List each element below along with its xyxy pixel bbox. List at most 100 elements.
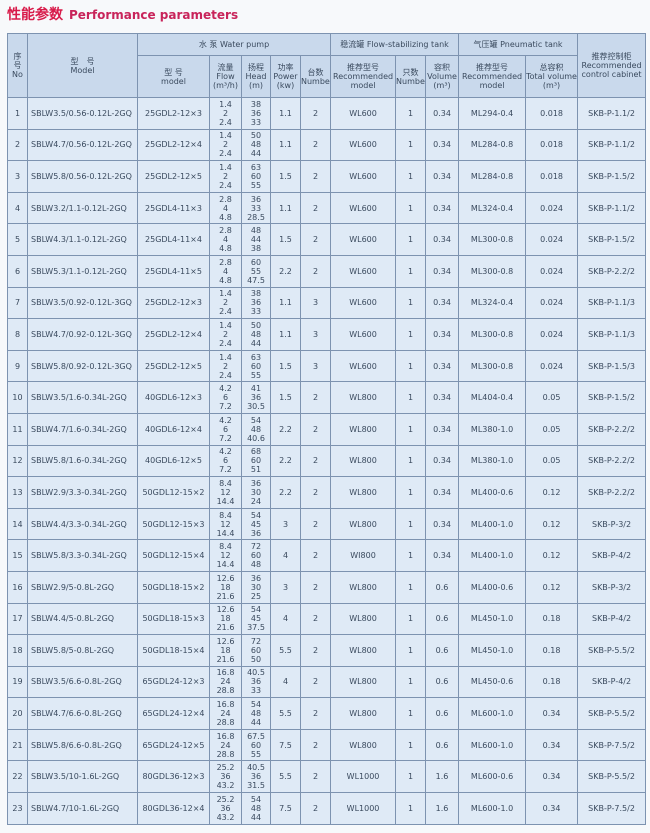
cell-line: 25.2 bbox=[216, 794, 235, 804]
cell: 38 36 33 bbox=[241, 97, 271, 130]
cell: 1 bbox=[395, 97, 427, 130]
cell: SKB-P-1.5/2 bbox=[577, 223, 647, 256]
cell: 2 bbox=[299, 476, 332, 509]
cell: 1.1 bbox=[270, 191, 301, 225]
cell-line: 4.2 bbox=[219, 447, 232, 457]
cell: 1.4 2 2.4 bbox=[209, 97, 242, 130]
cell: SBLW3.5/0.92-0.12L-3GQ bbox=[27, 286, 138, 320]
data-row: 15 SBLW5.8/3.3-0.34L-2GQ 50GDL12-15×4 8.4 12… bbox=[7, 539, 647, 572]
cell: 54 45 37.5 bbox=[241, 602, 271, 636]
cell: 1.5 bbox=[270, 223, 301, 256]
cell: 40.5 36 31.5 bbox=[241, 760, 271, 794]
cell: 0.34 bbox=[525, 728, 579, 762]
cell: SBLW3.5/10-1.6L-2GQ bbox=[27, 760, 138, 794]
cell: SKB-P-1.1/2 bbox=[577, 97, 647, 130]
cell: 7.5 bbox=[270, 792, 301, 825]
cell: 2 bbox=[7, 128, 28, 162]
cell: 63 60 55 bbox=[241, 349, 271, 383]
cell-line: 63 bbox=[250, 162, 262, 172]
data-row: 4 SBLW3.2/1.1-0.12L-2GQ 25GDL4-11×3 2.8 4 4.8… bbox=[7, 191, 647, 225]
cell-line: 12 bbox=[220, 551, 231, 561]
header-text: Number bbox=[301, 76, 331, 86]
cell-line: 48 bbox=[250, 424, 262, 434]
cell-line: 36 bbox=[250, 478, 262, 488]
cell: 36 30 24 bbox=[241, 476, 271, 509]
cell: SBLW4.7/10-1.6L-2GQ bbox=[27, 792, 138, 825]
cell: SKB-P-2.2/2 bbox=[577, 444, 647, 478]
cell: 2 bbox=[299, 97, 332, 130]
cell: 2 bbox=[299, 602, 332, 636]
cell: 0.34 bbox=[425, 191, 460, 225]
cell: 54 48 44 bbox=[241, 697, 271, 730]
cell: SKB-P-1.1/3 bbox=[577, 318, 647, 351]
cell: 25GDL4-11×4 bbox=[137, 223, 210, 256]
cell: 0.12 bbox=[525, 570, 579, 604]
cell: 0.18 bbox=[525, 602, 579, 636]
cell: SKB-P-3/2 bbox=[577, 570, 647, 604]
cell: 0.024 bbox=[525, 191, 579, 225]
header-text: 总容积 bbox=[539, 63, 564, 72]
cell-line: 48 bbox=[250, 803, 262, 813]
cell: 3 bbox=[7, 160, 28, 193]
cell: 0.18 bbox=[525, 665, 579, 699]
cell: 2 bbox=[299, 665, 332, 699]
cell-line: 21.6 bbox=[216, 591, 235, 601]
header-text: Recommended bbox=[581, 61, 642, 70]
cell: 0.34 bbox=[425, 507, 460, 541]
cell-line: 54 bbox=[250, 415, 262, 425]
cell-line: 44 bbox=[250, 812, 262, 822]
cell-line: 36 bbox=[250, 108, 262, 118]
cell: WI800 bbox=[330, 539, 397, 572]
cell: ML600-1.0 bbox=[458, 792, 527, 825]
cell-line: 1.4 bbox=[219, 289, 232, 299]
cell: 1.4 2 2.4 bbox=[209, 349, 242, 383]
cell-line: 30 bbox=[250, 582, 262, 592]
cell-line: 4.8 bbox=[219, 244, 232, 254]
header-text: Recommended bbox=[462, 72, 523, 81]
cell: SKB-P-2.2/2 bbox=[577, 476, 647, 509]
cell: WL1000 bbox=[330, 760, 397, 794]
cell: 0.024 bbox=[525, 286, 579, 320]
cell: 2 bbox=[299, 792, 332, 825]
cell: 6 bbox=[7, 254, 28, 288]
cell-line: 2.4 bbox=[219, 149, 232, 159]
cell: ML294-0.4 bbox=[458, 97, 527, 130]
cell: 0.34 bbox=[425, 286, 460, 320]
cell: SBLW5.8/5-0.8L-2GQ bbox=[27, 634, 138, 667]
cell: 0.05 bbox=[525, 412, 579, 446]
cell: 2 bbox=[299, 697, 332, 730]
cell-line: 54 bbox=[250, 605, 262, 615]
cell: ML400-0.6 bbox=[458, 476, 527, 509]
cell: 72 60 48 bbox=[241, 539, 271, 572]
header-row: 序号 No 型 号 Model 水 泵 Water pump 稳流罐 Flow-stabi… bbox=[7, 33, 647, 98]
cell: SBLW2.9/3.3-0.34L-2GQ bbox=[27, 476, 138, 509]
cell: 40GDL6-12×4 bbox=[137, 412, 210, 446]
title: 性能参数 Performance parameters bbox=[7, 4, 238, 24]
header-text: Head bbox=[245, 72, 267, 81]
cell-line: 55 bbox=[250, 180, 262, 190]
cell: WL600 bbox=[330, 286, 397, 320]
cell: 3 bbox=[299, 286, 332, 320]
header-text: (m³) bbox=[433, 81, 451, 90]
cell: ML300-0.8 bbox=[458, 223, 527, 256]
header-text: 只数 bbox=[402, 67, 419, 77]
cell: SKB-P-3/2 bbox=[577, 507, 647, 541]
cell-line: 6 bbox=[222, 456, 229, 466]
cell-line: 4 bbox=[222, 266, 229, 276]
cell: 2 bbox=[299, 412, 332, 446]
header-text: model bbox=[350, 81, 376, 90]
cell: 60 55 47.5 bbox=[241, 254, 271, 288]
cell: ML300-0.8 bbox=[458, 254, 527, 288]
data-row: 1 SBLW3.5/0.56-0.12L-2GQ 25GDL2-12×3 1.4 2 2.… bbox=[7, 97, 647, 130]
cell: 1 bbox=[395, 223, 427, 256]
cell: WL800 bbox=[330, 444, 397, 478]
cell: ML400-1.0 bbox=[458, 539, 527, 572]
cell: 40.5 36 33 bbox=[241, 665, 271, 699]
cell: 16.8 24 28.8 bbox=[209, 665, 242, 699]
cell: SBLW3.2/1.1-0.12L-2GQ bbox=[27, 191, 138, 225]
header-cell: 台数 Number bbox=[299, 55, 332, 98]
cell-line: 45 bbox=[250, 614, 262, 624]
cell: 48 44 38 bbox=[241, 223, 271, 256]
cell: SKB-P-1.1/2 bbox=[577, 128, 647, 162]
data-row: 12 SBLW5.8/1.6-0.34L-2GQ 40GDL6-12×5 4.2 6 7.… bbox=[7, 444, 647, 478]
